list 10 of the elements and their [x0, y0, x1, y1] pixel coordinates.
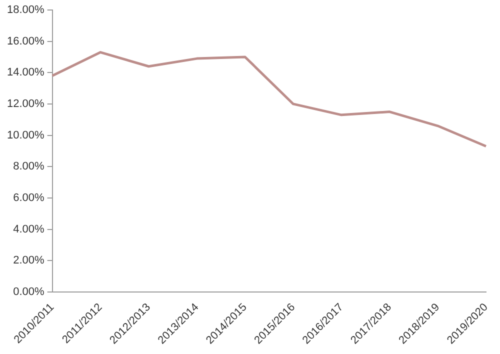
y-tick-label: 18.00%: [6, 4, 45, 16]
y-tick-label: 14.00%: [6, 66, 45, 79]
y-tick-label: 12.00%: [6, 98, 45, 110]
y-tick-label: 4.00%: [13, 223, 45, 236]
y-tick-label: 6.00%: [13, 192, 45, 204]
y-tick-label: 2.00%: [13, 254, 45, 267]
y-tick-label: 0.00%: [13, 286, 45, 298]
y-tick-label: 16.00%: [6, 35, 45, 48]
y-tick-label: 10.00%: [6, 129, 45, 142]
y-tick-label: 8.00%: [13, 160, 45, 173]
